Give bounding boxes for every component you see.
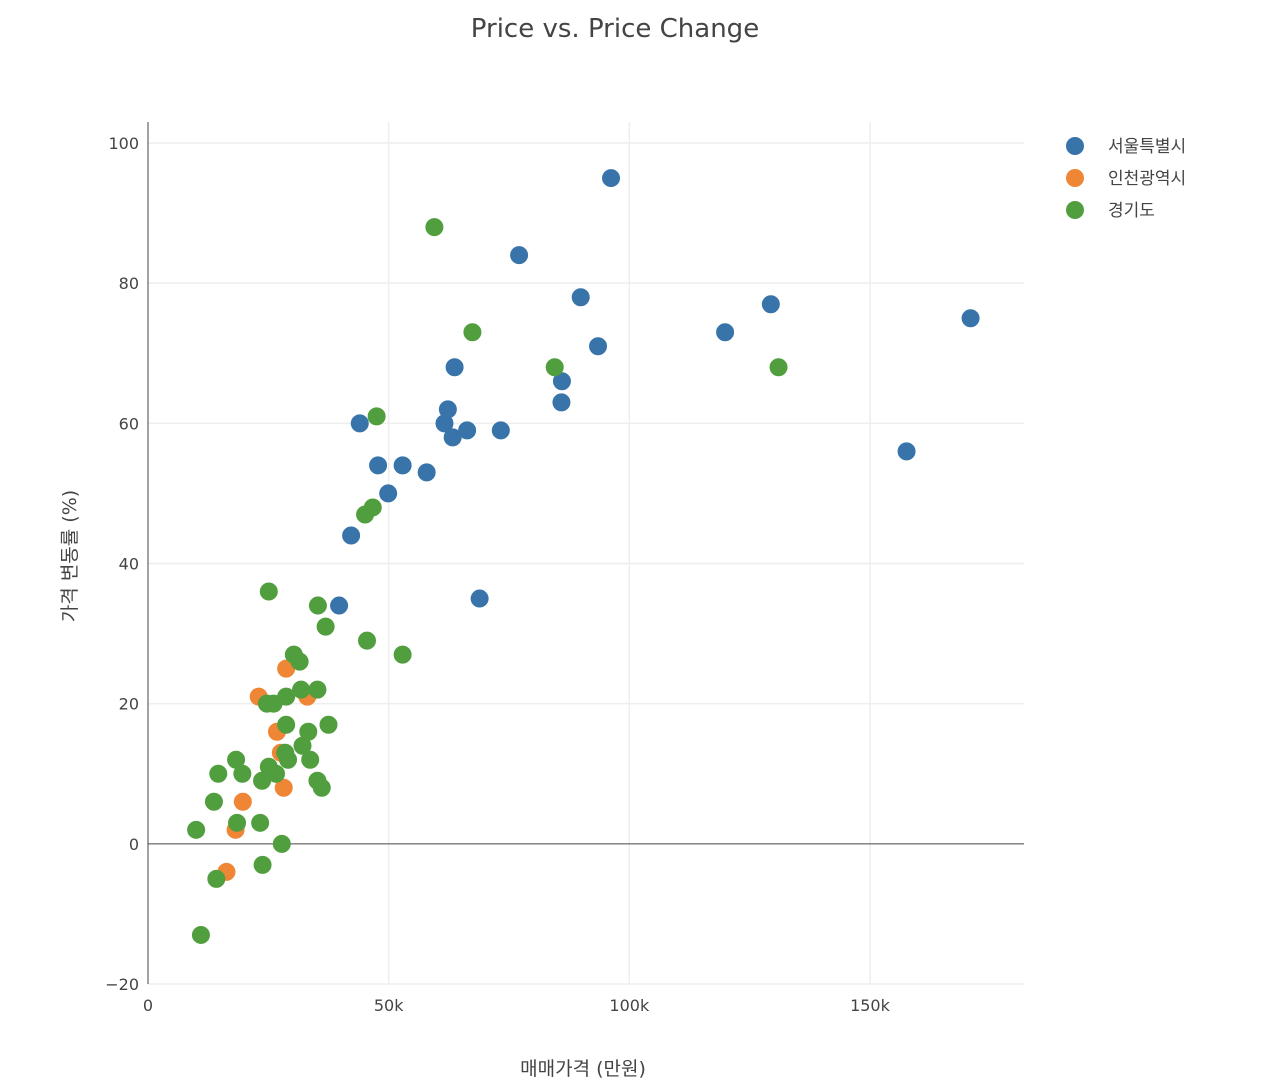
data-point[interactable] xyxy=(228,813,247,832)
data-point[interactable] xyxy=(259,582,278,601)
data-point[interactable] xyxy=(301,750,320,769)
x-tick-label: 150k xyxy=(850,996,891,1015)
legend-item[interactable]: 서울특별시 xyxy=(1066,137,1186,157)
y-axis-title: 가격 변동률 (%) xyxy=(59,490,81,622)
series-points xyxy=(187,218,788,944)
data-point[interactable] xyxy=(330,596,349,615)
grid-lines xyxy=(148,122,1024,985)
data-point[interactable] xyxy=(897,442,916,461)
data-point[interactable] xyxy=(312,778,331,797)
data-point[interactable] xyxy=(187,820,206,839)
data-point[interactable] xyxy=(293,736,312,755)
data-point[interactable] xyxy=(602,169,621,188)
data-point[interactable] xyxy=(308,596,327,615)
data-point[interactable] xyxy=(251,813,270,832)
data-point[interactable] xyxy=(290,652,309,671)
legend-item[interactable]: 인천광역시 xyxy=(1066,169,1186,189)
data-point[interactable] xyxy=(277,715,296,734)
data-point[interactable] xyxy=(274,778,293,797)
data-point[interactable] xyxy=(204,792,223,811)
data-point[interactable] xyxy=(316,617,335,636)
x-tick-label: 50k xyxy=(374,996,404,1015)
data-point[interactable] xyxy=(445,358,464,377)
data-point[interactable] xyxy=(279,750,298,769)
x-tick-label: 0 xyxy=(143,996,153,1015)
legend-label: 경기도 xyxy=(1108,201,1155,221)
legend-label: 서울특별시 xyxy=(1108,137,1186,157)
data-point[interactable] xyxy=(552,393,571,412)
data-point[interactable] xyxy=(209,764,228,783)
data-point[interactable] xyxy=(443,428,462,447)
data-point[interactable] xyxy=(961,309,980,328)
x-tick-label: 100k xyxy=(609,996,650,1015)
data-points xyxy=(187,169,980,944)
chart-title: Price vs. Price Change xyxy=(471,14,759,44)
data-point[interactable] xyxy=(491,421,510,440)
y-tick-label: 20 xyxy=(119,695,139,714)
legend-marker xyxy=(1066,169,1084,187)
legend-marker xyxy=(1066,137,1084,155)
data-point[interactable] xyxy=(425,218,444,237)
y-tick-label: 40 xyxy=(119,555,139,574)
legend-marker xyxy=(1066,201,1084,219)
y-tick-label: 60 xyxy=(119,414,139,433)
legend-item[interactable]: 경기도 xyxy=(1066,201,1155,221)
data-point[interactable] xyxy=(463,323,482,342)
data-point[interactable] xyxy=(191,925,210,944)
x-axis-title: 매매가격 (만원) xyxy=(520,1058,646,1080)
data-point[interactable] xyxy=(769,358,788,377)
axes xyxy=(147,122,1024,984)
data-point[interactable] xyxy=(356,505,375,524)
data-point[interactable] xyxy=(367,407,386,426)
data-point[interactable] xyxy=(272,834,291,853)
data-point[interactable] xyxy=(253,771,272,790)
data-point[interactable] xyxy=(510,246,529,265)
data-point[interactable] xyxy=(458,421,477,440)
data-point[interactable] xyxy=(342,526,361,545)
x-axis-ticks: 0 50k 100k 150k xyxy=(143,996,891,1015)
data-point[interactable] xyxy=(358,631,376,650)
data-point[interactable] xyxy=(207,869,226,888)
data-point[interactable] xyxy=(264,694,283,713)
data-point[interactable] xyxy=(253,855,272,874)
y-tick-label: −20 xyxy=(105,975,139,994)
data-point[interactable] xyxy=(319,715,338,734)
data-point[interactable] xyxy=(435,414,454,433)
data-point[interactable] xyxy=(393,456,412,475)
y-tick-label: 80 xyxy=(119,274,139,293)
legend-label: 인천광역시 xyxy=(1108,169,1186,189)
data-point[interactable] xyxy=(552,372,571,391)
data-point[interactable] xyxy=(233,792,252,811)
data-point[interactable] xyxy=(369,456,388,475)
data-point[interactable] xyxy=(417,463,436,482)
data-point[interactable] xyxy=(589,337,608,356)
data-point[interactable] xyxy=(761,295,780,314)
data-point[interactable] xyxy=(716,323,735,342)
data-point[interactable] xyxy=(393,645,412,664)
data-point[interactable] xyxy=(308,680,327,699)
data-point[interactable] xyxy=(470,589,489,608)
series-points xyxy=(330,169,980,615)
y-axis-ticks: −20 0 20 40 60 80 100 xyxy=(105,134,139,994)
data-point[interactable] xyxy=(350,414,369,433)
y-tick-label: 0 xyxy=(129,835,139,854)
data-point[interactable] xyxy=(545,358,564,377)
data-point[interactable] xyxy=(379,484,398,503)
data-point[interactable] xyxy=(571,288,590,307)
y-tick-label: 100 xyxy=(108,134,139,153)
data-point[interactable] xyxy=(292,680,311,699)
data-point[interactable] xyxy=(233,764,252,783)
